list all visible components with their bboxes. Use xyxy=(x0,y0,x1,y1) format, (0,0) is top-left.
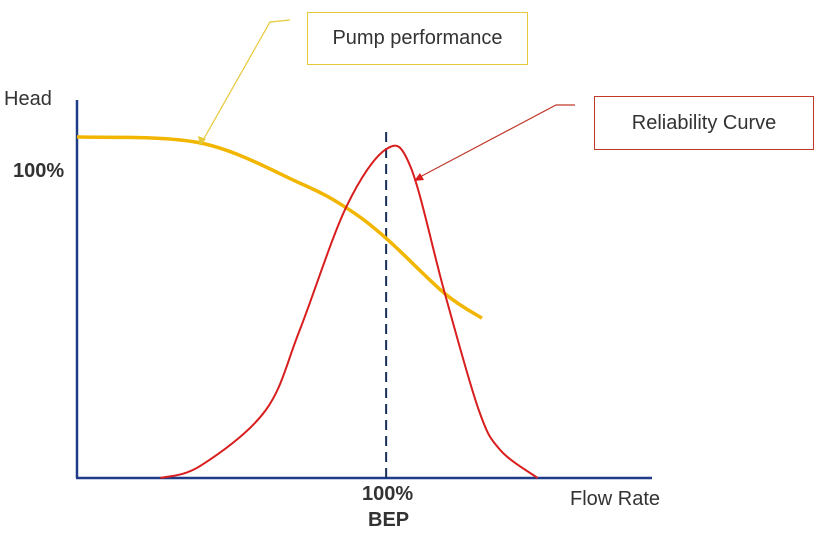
x-axis-label: Flow Rate xyxy=(570,488,661,510)
reliability-curve xyxy=(160,144,539,479)
pump-performance-label: Pump performance xyxy=(307,12,528,65)
pump-performance-curve xyxy=(76,135,483,320)
x-tick-label: 100% xyxy=(362,483,414,505)
pump-leader-arrow xyxy=(198,136,206,146)
x-tick-sublabel: BEP xyxy=(368,509,410,531)
y-tick-label: 100% xyxy=(13,160,65,182)
reliability-leader-line xyxy=(417,104,575,179)
y-axis-label: Head xyxy=(4,88,52,110)
pump-leader-line xyxy=(201,19,291,143)
reliability-leader-arrow xyxy=(414,173,424,181)
reliability-curve-label: Reliability Curve xyxy=(594,96,814,150)
